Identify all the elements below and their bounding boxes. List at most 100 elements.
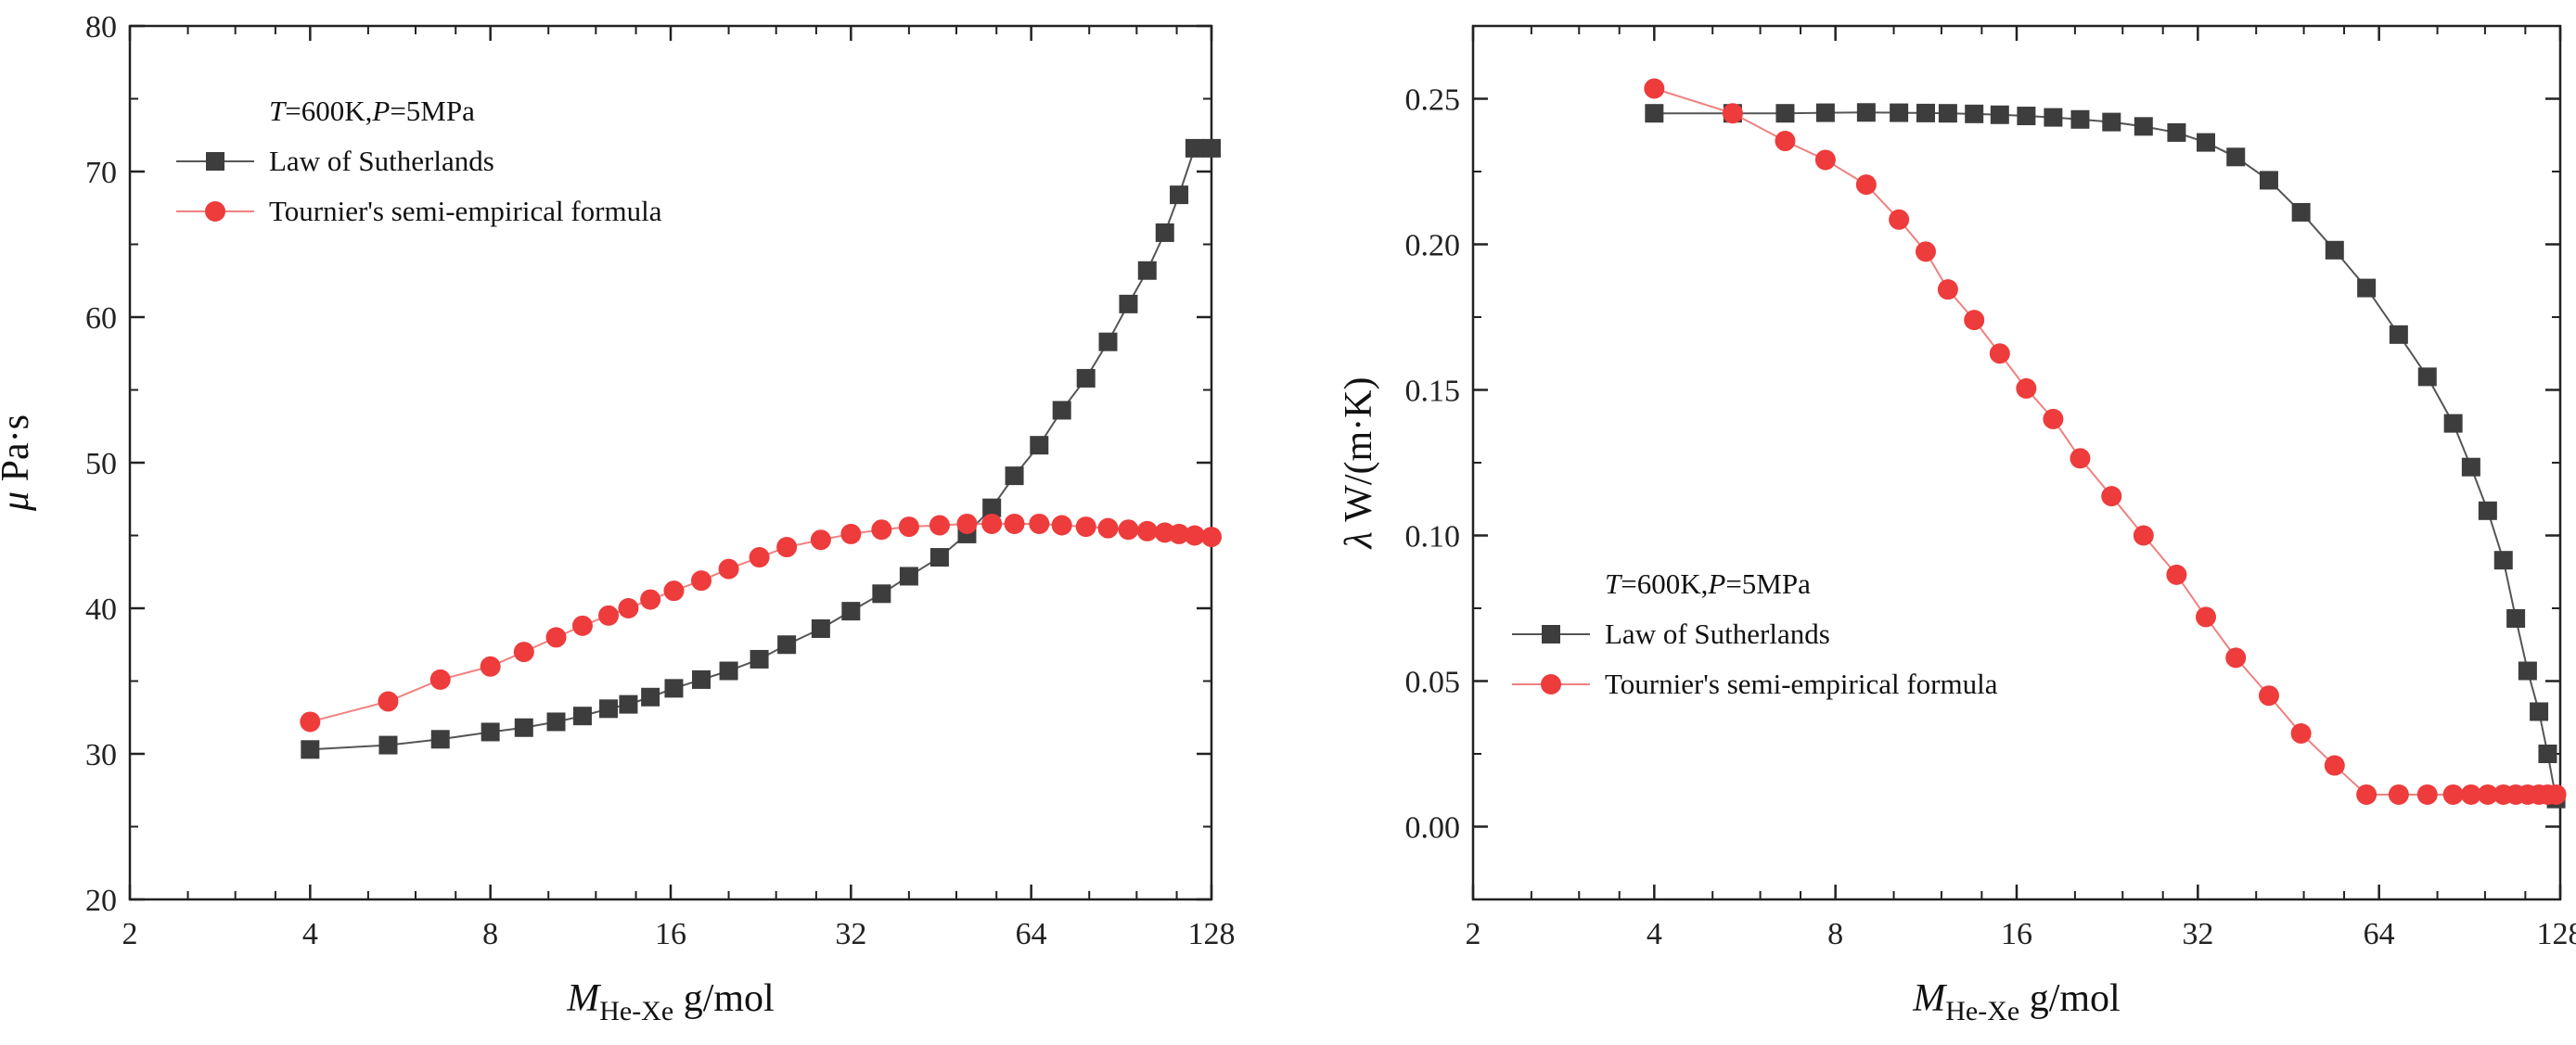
y-tick-label: 80 (85, 10, 117, 45)
data-point-square (1990, 105, 2009, 124)
data-point-circle (429, 669, 451, 690)
y-axis-title: μ Pa·s (0, 414, 37, 512)
data-point-circle (2416, 784, 2438, 805)
data-point-circle (2356, 784, 2377, 805)
x-tick-label: 64 (1016, 917, 1047, 951)
data-point-circle (598, 605, 620, 626)
series-tournier (300, 513, 1222, 733)
data-point-square (2530, 702, 2549, 721)
data-point-square (1155, 223, 1174, 242)
data-point-square (1119, 294, 1138, 313)
legend-marker-square (1542, 625, 1560, 644)
data-point-circle (981, 513, 1003, 534)
data-point-circle (929, 515, 950, 536)
legend-condition: T=600K,P=5MPa (269, 95, 475, 127)
data-point-circle (1075, 516, 1096, 538)
data-point-circle (2388, 784, 2409, 805)
data-point-square (2506, 608, 2526, 628)
data-point-circle (840, 523, 862, 544)
data-point-circle (480, 656, 501, 677)
data-point-circle (640, 589, 661, 610)
x-tick-label: 8 (482, 917, 498, 951)
data-point-circle (300, 711, 321, 733)
data-point-circle (871, 519, 892, 541)
data-point-circle (1775, 131, 1796, 152)
data-point-square (2134, 117, 2153, 136)
data-point-circle (663, 580, 685, 602)
data-point-circle (378, 691, 399, 712)
data-point-square (2325, 240, 2344, 260)
legend-condition: T=600K,P=5MPa (1605, 567, 1811, 600)
data-point-square (378, 735, 398, 755)
series-tournier (1644, 78, 2567, 805)
data-point-square (2518, 661, 2537, 681)
x-tick-label: 2 (1466, 917, 1481, 951)
data-point-square (1052, 401, 1071, 420)
legend-label: Law of Sutherlands (1605, 618, 1830, 650)
data-point-circle (2101, 486, 2122, 507)
y-tick-label: 60 (85, 301, 117, 336)
data-point-circle (2324, 755, 2345, 776)
legend: T=600K,P=5MPa Law of Sutherlands Tournier'… (1512, 567, 1998, 700)
series-sutherland (1645, 103, 2566, 809)
data-point-square (982, 498, 1002, 517)
data-point-circle (2460, 784, 2481, 805)
y-tick-label: 0.05 (1405, 666, 1461, 700)
data-point-square (2044, 108, 2063, 127)
data-point-circle (2258, 685, 2279, 707)
chart-panel-1: 2 4 8 16 32 64 128 20 30 40 50 60 70 80 MHe-Xe g/mol μ … (0, 10, 1236, 1026)
data-point-circle (2477, 784, 2498, 805)
y-tick-label: 0.20 (1405, 229, 1461, 263)
data-point-square (1005, 466, 1024, 486)
data-point-square (619, 695, 638, 714)
legend-label: Law of Sutherlands (269, 145, 494, 177)
data-point-circle (1964, 310, 1985, 331)
legend-marker-circle (1541, 674, 1561, 695)
data-point-square (301, 740, 320, 759)
data-point-square (811, 618, 830, 638)
data-point-circle (718, 558, 739, 580)
data-point-square (514, 718, 533, 737)
data-point-square (2197, 133, 2216, 152)
data-point-square (2226, 147, 2246, 167)
data-point-square (1645, 104, 1664, 123)
data-point-circle (545, 627, 567, 648)
data-point-square (719, 661, 738, 681)
data-point-square (1030, 436, 1049, 455)
data-point-square (1965, 104, 1984, 123)
plot-frame (1471, 24, 2562, 901)
data-point-circle (2225, 647, 2247, 669)
data-point-square (750, 649, 769, 669)
data-point-square (1076, 368, 1096, 388)
data-point-circle (2196, 606, 2217, 628)
x-tick-label: 2 (122, 917, 138, 951)
x-tick-label: 64 (2364, 917, 2395, 951)
x-tick-label: 32 (835, 917, 866, 951)
y-tick-label: 40 (85, 593, 117, 627)
data-point-square (2070, 109, 2090, 129)
data-point-circle (1915, 241, 1936, 262)
y-tick-label: 20 (85, 884, 117, 918)
x-tick-label: 4 (1647, 917, 1662, 951)
x-tick-label: 8 (1827, 917, 1843, 951)
legend-label: Tournier's semi-empirical formula (1605, 668, 1998, 700)
data-point-circle (1136, 520, 1158, 542)
data-point-circle (2070, 448, 2091, 469)
data-point-square (664, 679, 684, 698)
data-point-square (2461, 457, 2480, 477)
data-point-circle (1201, 527, 1222, 548)
data-point-square (2017, 107, 2036, 126)
data-point-square (1098, 332, 1118, 351)
data-point-circle (2043, 408, 2064, 429)
data-point-circle (691, 570, 712, 592)
data-point-square (599, 699, 619, 719)
y-tick-label: 50 (85, 447, 117, 481)
data-point-circle (513, 642, 534, 663)
data-point-circle (1889, 209, 1910, 230)
data-point-square (546, 712, 566, 732)
data-point-square (2102, 112, 2121, 132)
data-point-square (481, 722, 500, 742)
data-point-circle (1814, 149, 1836, 171)
data-point-circle (2133, 525, 2154, 546)
